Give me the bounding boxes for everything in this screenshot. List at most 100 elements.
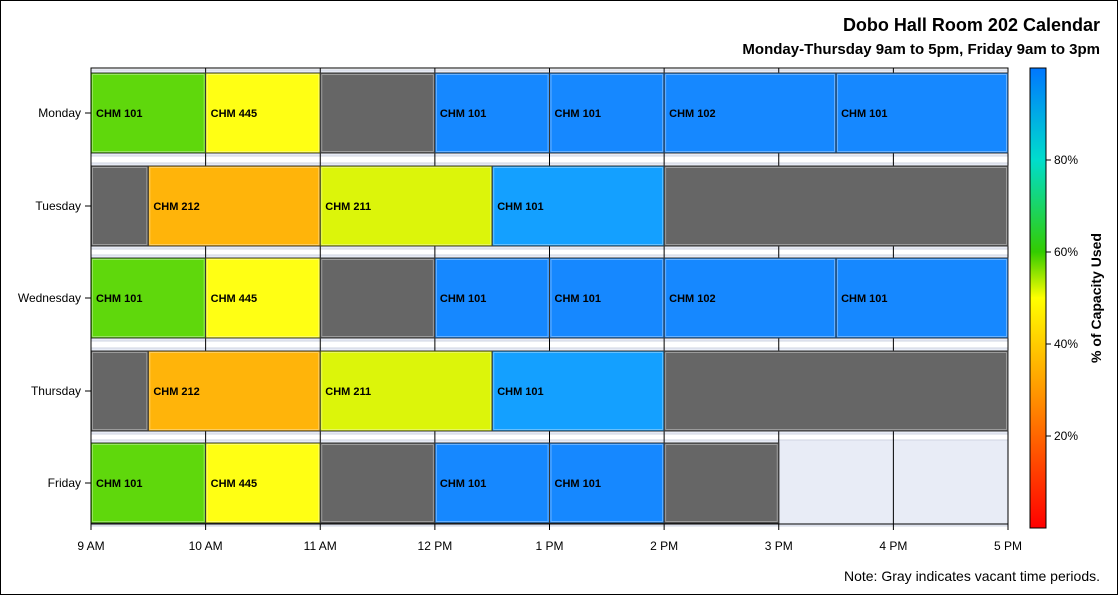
y-tick-label: Friday <box>48 476 81 490</box>
vacant-bar <box>319 257 436 339</box>
axes: 9 AM 10 AM 11 AM 12 PM 1 PM 2 PM 3 PM 4 PM 5 PM M… <box>18 68 1022 553</box>
booking-bar <box>549 442 665 524</box>
colorbar: 20% 40% 60% 80% % of Capacity Used <box>1029 67 1104 529</box>
y-tick-label: Wednesday <box>18 291 81 305</box>
bar-highlight <box>149 352 320 430</box>
x-tick-label: 11 AM <box>304 539 337 553</box>
colorbar-gradient <box>1029 67 1047 529</box>
bar-highlight <box>493 167 664 245</box>
vacant-bar <box>663 165 1009 247</box>
bar-label: CHM 445 <box>211 478 257 490</box>
bar-highlight <box>435 74 549 152</box>
x-tick-label: 12 PM <box>418 539 453 553</box>
bar-label: CHM 101 <box>96 108 142 120</box>
booking-bar <box>205 442 321 524</box>
bar-highlight <box>665 259 836 337</box>
booking-bar <box>90 257 207 339</box>
bar-highlight <box>550 444 664 522</box>
bar-label: CHM 101 <box>841 293 887 305</box>
y-tick-label: Monday <box>38 106 81 120</box>
vacant-bar <box>90 165 149 247</box>
x-tick-label: 2 PM <box>650 539 678 553</box>
booking-bar <box>835 72 1009 154</box>
bar-label: CHM 445 <box>211 293 257 305</box>
bar-highlight <box>665 352 1007 430</box>
vacant-bar <box>663 350 1009 432</box>
bar-label: CHM 101 <box>497 386 543 398</box>
bar-label: CHM 101 <box>497 201 543 213</box>
booking-bar <box>434 72 550 154</box>
bar-label: CHM 101 <box>440 108 486 120</box>
bar-highlight <box>550 74 664 152</box>
booking-bar <box>549 257 665 339</box>
x-tick-label: 9 AM <box>77 539 104 553</box>
booking-bar <box>147 165 321 247</box>
booking-bar <box>205 72 321 154</box>
booking-bar <box>147 350 321 432</box>
bar-highlight <box>92 444 205 522</box>
colorbar-title: % of Capacity Used <box>1088 233 1104 363</box>
bar-highlight <box>665 444 778 522</box>
y-tick-label: Thursday <box>31 384 81 398</box>
bar-label: CHM 101 <box>555 293 601 305</box>
x-tick-label: 10 AM <box>189 539 223 553</box>
chart-footnote: Note: Gray indicates vacant time periods… <box>843 568 1100 584</box>
vacant-bar <box>90 350 149 432</box>
bar-label: CHM 212 <box>153 386 199 398</box>
chart-subtitle: Monday-Thursday 9am to 5pm, Friday 9am t… <box>742 41 1100 58</box>
bar-highlight <box>321 444 434 522</box>
bar-highlight <box>837 74 1007 152</box>
booking-bar <box>549 72 665 154</box>
bar-highlight <box>837 259 1007 337</box>
booking-bar <box>90 72 207 154</box>
booking-bar <box>835 257 1009 339</box>
bar-highlight <box>435 444 549 522</box>
x-tick-label: 5 PM <box>994 539 1022 553</box>
x-tick-label: 1 PM <box>535 539 563 553</box>
bar-highlight <box>206 444 320 522</box>
bar-label: CHM 212 <box>153 201 199 213</box>
bar-highlight <box>92 259 205 337</box>
bar-highlight <box>149 167 320 245</box>
colorbar-tick-label: 40% <box>1054 337 1078 351</box>
x-tick-label: 3 PM <box>765 539 793 553</box>
bar-label: CHM 101 <box>96 478 142 490</box>
bar-highlight <box>92 167 148 245</box>
bar-highlight <box>321 259 434 337</box>
bar-label: CHM 101 <box>96 293 142 305</box>
bar-highlight <box>206 259 320 337</box>
bar-label: CHM 101 <box>555 478 601 490</box>
booking-bar <box>491 350 665 432</box>
booking-bar <box>319 165 493 247</box>
bar-label: CHM 211 <box>325 201 371 213</box>
vacant-bar <box>319 442 436 524</box>
bar-label: CHM 102 <box>669 108 715 120</box>
bar-highlight <box>665 74 836 152</box>
booking-bar <box>434 257 550 339</box>
y-tick-label: Tuesday <box>35 199 81 213</box>
bar-highlight <box>321 352 492 430</box>
bar-highlight <box>321 74 434 152</box>
colorbar-tick-label: 60% <box>1054 245 1078 259</box>
booking-bar <box>205 257 321 339</box>
bar-label: CHM 102 <box>669 293 715 305</box>
bar-highlight <box>321 167 492 245</box>
bar-highlight <box>665 167 1007 245</box>
colorbar-tick-label: 20% <box>1054 429 1078 443</box>
x-tick-label: 4 PM <box>879 539 907 553</box>
bar-highlight <box>493 352 664 430</box>
bar-highlight <box>92 352 148 430</box>
bar-highlight <box>206 74 320 152</box>
booking-bar <box>434 442 550 524</box>
booking-bar <box>90 442 207 524</box>
booking-bars: CHM 101 CHM 445 CHM 101 CHM 101 CHM 102 CHM 1… <box>90 72 1009 524</box>
bar-highlight <box>435 259 549 337</box>
bar-label: CHM 445 <box>211 108 257 120</box>
bar-highlight <box>550 259 664 337</box>
booking-bar <box>663 257 837 339</box>
vacant-bar <box>663 442 780 524</box>
vacant-bar <box>319 72 436 154</box>
bar-label: CHM 101 <box>841 108 887 120</box>
colorbar-tick-label: 80% <box>1054 153 1078 167</box>
